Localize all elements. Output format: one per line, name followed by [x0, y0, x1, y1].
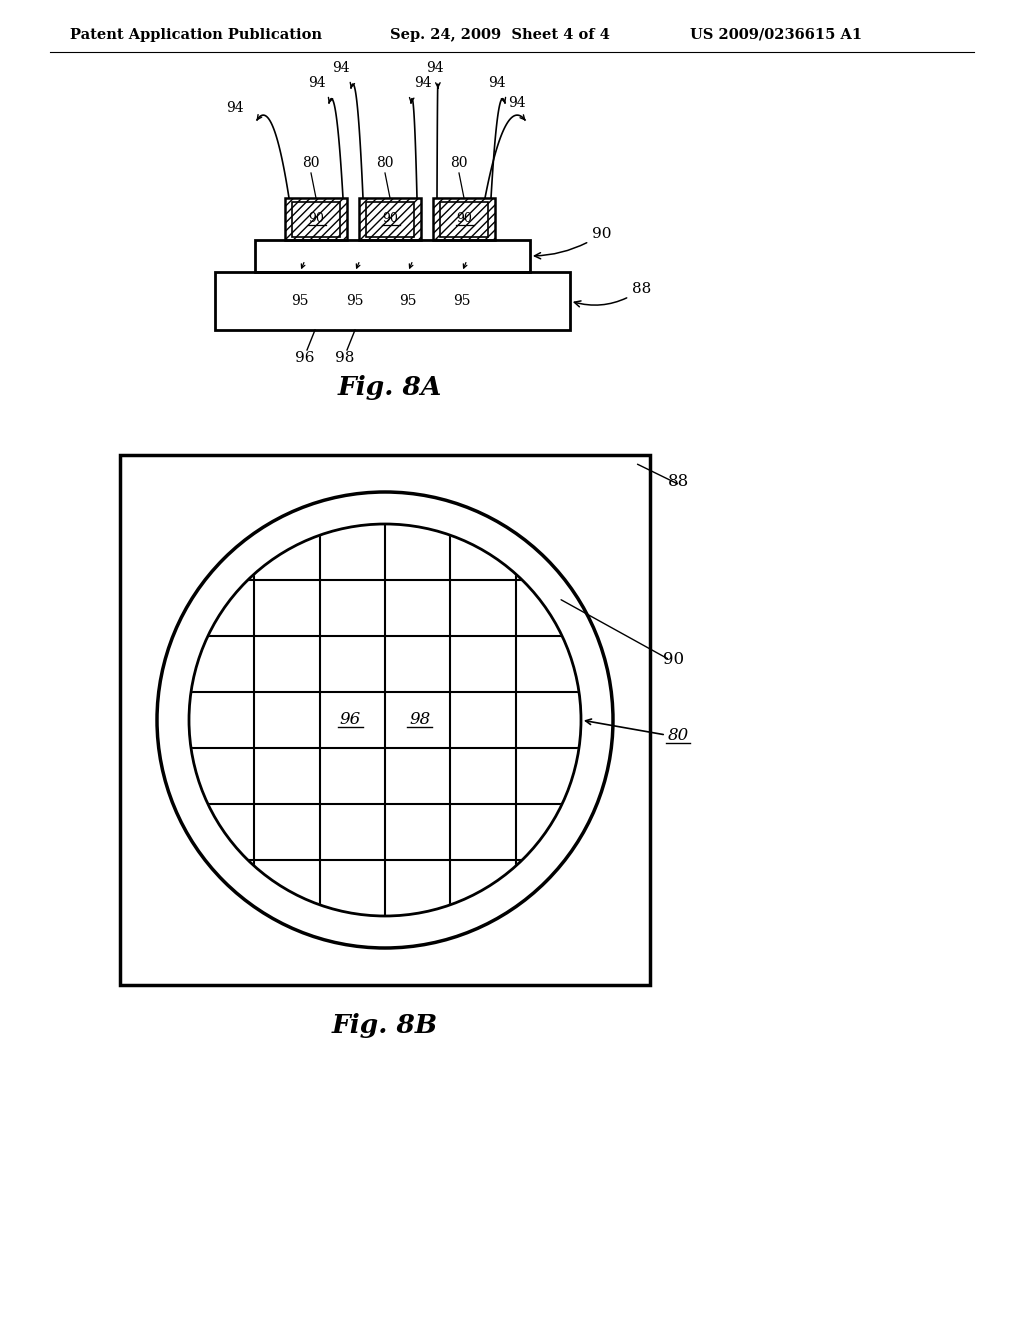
- Text: 94: 94: [488, 77, 506, 90]
- Text: Fig. 8A: Fig. 8A: [338, 375, 442, 400]
- Text: 94: 94: [426, 61, 443, 75]
- Text: Fig. 8B: Fig. 8B: [332, 1012, 438, 1038]
- Bar: [366, 202, 414, 238]
- Bar: [433, 198, 495, 240]
- Text: 90: 90: [535, 227, 611, 259]
- Text: 90: 90: [308, 213, 324, 226]
- Text: 96: 96: [295, 351, 314, 366]
- Bar: [215, 272, 570, 330]
- Text: 94: 94: [508, 96, 525, 110]
- Text: 94: 94: [308, 77, 326, 90]
- Text: 95: 95: [399, 294, 417, 308]
- Bar: [292, 202, 340, 238]
- Bar: [359, 198, 421, 240]
- Text: 90: 90: [382, 213, 398, 226]
- Text: 88: 88: [668, 474, 689, 491]
- Bar: [120, 455, 650, 985]
- Bar: [440, 202, 488, 238]
- Text: 90: 90: [663, 652, 684, 668]
- Text: Sep. 24, 2009  Sheet 4 of 4: Sep. 24, 2009 Sheet 4 of 4: [390, 28, 610, 42]
- Bar: [255, 240, 530, 272]
- Text: 95: 95: [346, 294, 364, 308]
- Text: 95: 95: [291, 294, 309, 308]
- Text: 80: 80: [668, 726, 689, 743]
- Text: 88: 88: [574, 282, 651, 306]
- Text: US 2009/0236615 A1: US 2009/0236615 A1: [690, 28, 862, 42]
- Text: 90: 90: [456, 213, 472, 226]
- Text: 98: 98: [410, 711, 431, 729]
- Text: 96: 96: [339, 711, 360, 729]
- Text: 80: 80: [451, 156, 468, 170]
- Bar: [285, 198, 347, 240]
- Text: 98: 98: [335, 351, 354, 366]
- Text: Patent Application Publication: Patent Application Publication: [70, 28, 322, 42]
- Text: 94: 94: [414, 77, 432, 90]
- Text: 95: 95: [454, 294, 471, 308]
- Text: 80: 80: [302, 156, 319, 170]
- Text: 94: 94: [226, 102, 244, 115]
- Text: 80: 80: [376, 156, 394, 170]
- Text: 94: 94: [332, 61, 350, 75]
